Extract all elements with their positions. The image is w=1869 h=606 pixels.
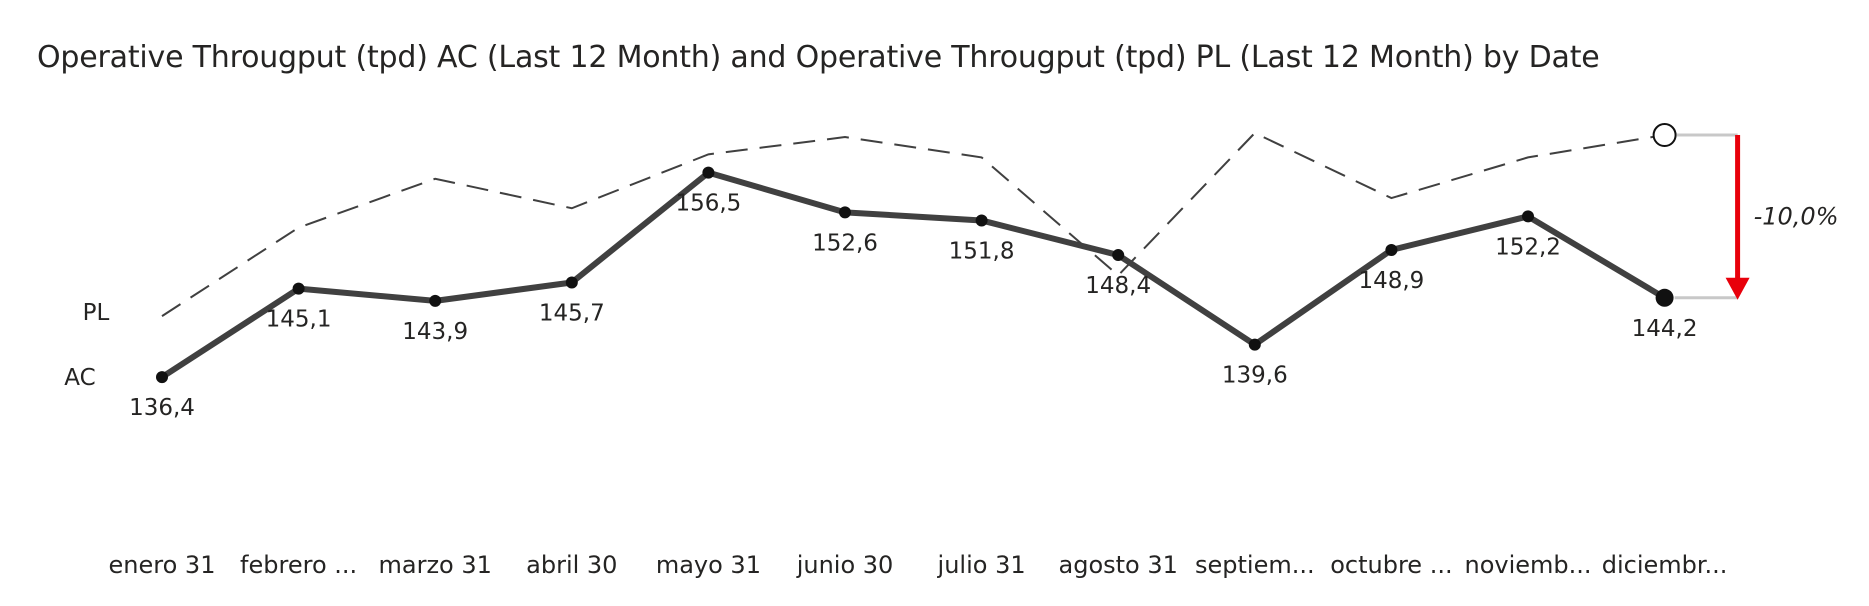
- ac-data-label: 145,1: [266, 307, 332, 333]
- ac-point: [1385, 243, 1398, 256]
- x-tick-label: octubre ...: [1330, 551, 1452, 579]
- x-tick-label: septiem...: [1195, 551, 1315, 579]
- x-tick-label: diciembr...: [1602, 551, 1728, 579]
- chart-title: Operative Througput (tpd) AC (Last 12 Mo…: [37, 40, 1600, 75]
- ac-data-label: 143,9: [402, 319, 468, 345]
- pl-line: [161, 131, 1665, 317]
- pl-last-point: [1652, 123, 1677, 148]
- x-tick-label: enero 31: [109, 551, 216, 579]
- ac-point: [702, 166, 715, 179]
- ac-data-label: 144,2: [1632, 316, 1698, 342]
- x-tick-label: junio 30: [796, 551, 894, 579]
- data-labels: 136,4 145,1 143,9 145,7 156,5 152,6 151,8 148,4…: [129, 191, 1697, 421]
- x-tick-label: abril 30: [526, 551, 617, 579]
- ac-data-label: 148,9: [1358, 268, 1424, 294]
- ac-data-label: 151,8: [949, 238, 1015, 264]
- ac-series-label: AC: [64, 365, 95, 391]
- variance-label: -10,0%: [1754, 202, 1839, 230]
- ac-data-label: 139,6: [1222, 363, 1288, 389]
- ac-point: [1522, 210, 1534, 223]
- series-labels: PL AC: [64, 300, 109, 391]
- ac-point: [156, 371, 168, 384]
- x-tick-label: julio 31: [937, 551, 1026, 579]
- x-tick-label: mayo 31: [656, 551, 761, 579]
- ac-point: [1112, 249, 1125, 262]
- ac-point: [1248, 338, 1261, 351]
- x-tick-label: febrero ...: [240, 551, 357, 579]
- ac-data-label: 152,6: [812, 230, 878, 256]
- ac-data-label: 148,4: [1085, 273, 1151, 299]
- ac-point: [565, 276, 578, 289]
- ac-point: [975, 214, 988, 227]
- ac-point: [1655, 288, 1674, 307]
- x-axis-ticks: enero 31 febrero ... marzo 31 abril 30 mayo …: [109, 551, 1728, 579]
- x-tick-label: noviemb...: [1464, 551, 1591, 579]
- ac-point: [839, 206, 851, 219]
- ac-data-label: 156,5: [675, 191, 741, 217]
- variance-indicator: -10,0%: [1674, 133, 1839, 300]
- x-tick-label: marzo 31: [378, 551, 491, 579]
- ac-series: [156, 166, 1674, 384]
- pl-series: [161, 123, 1677, 317]
- variance-arrow-head: [1725, 277, 1750, 300]
- x-tick-label: agosto 31: [1059, 551, 1178, 579]
- ac-data-label: 152,2: [1495, 234, 1561, 260]
- pl-series-label: PL: [83, 300, 110, 326]
- ac-data-label: 136,4: [129, 395, 195, 421]
- ac-line: [159, 169, 1668, 381]
- ac-point: [292, 282, 305, 295]
- ac-data-label: 145,7: [539, 301, 605, 327]
- ac-point: [429, 294, 442, 307]
